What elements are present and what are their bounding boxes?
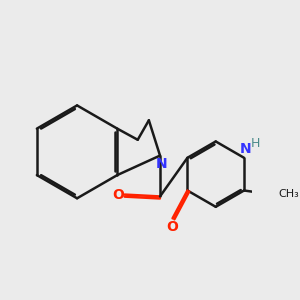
Text: H: H	[250, 137, 260, 150]
Text: O: O	[167, 220, 178, 233]
Text: CH₃: CH₃	[278, 189, 299, 199]
Text: O: O	[112, 188, 124, 202]
Text: N: N	[240, 142, 252, 155]
Text: N: N	[156, 157, 168, 171]
